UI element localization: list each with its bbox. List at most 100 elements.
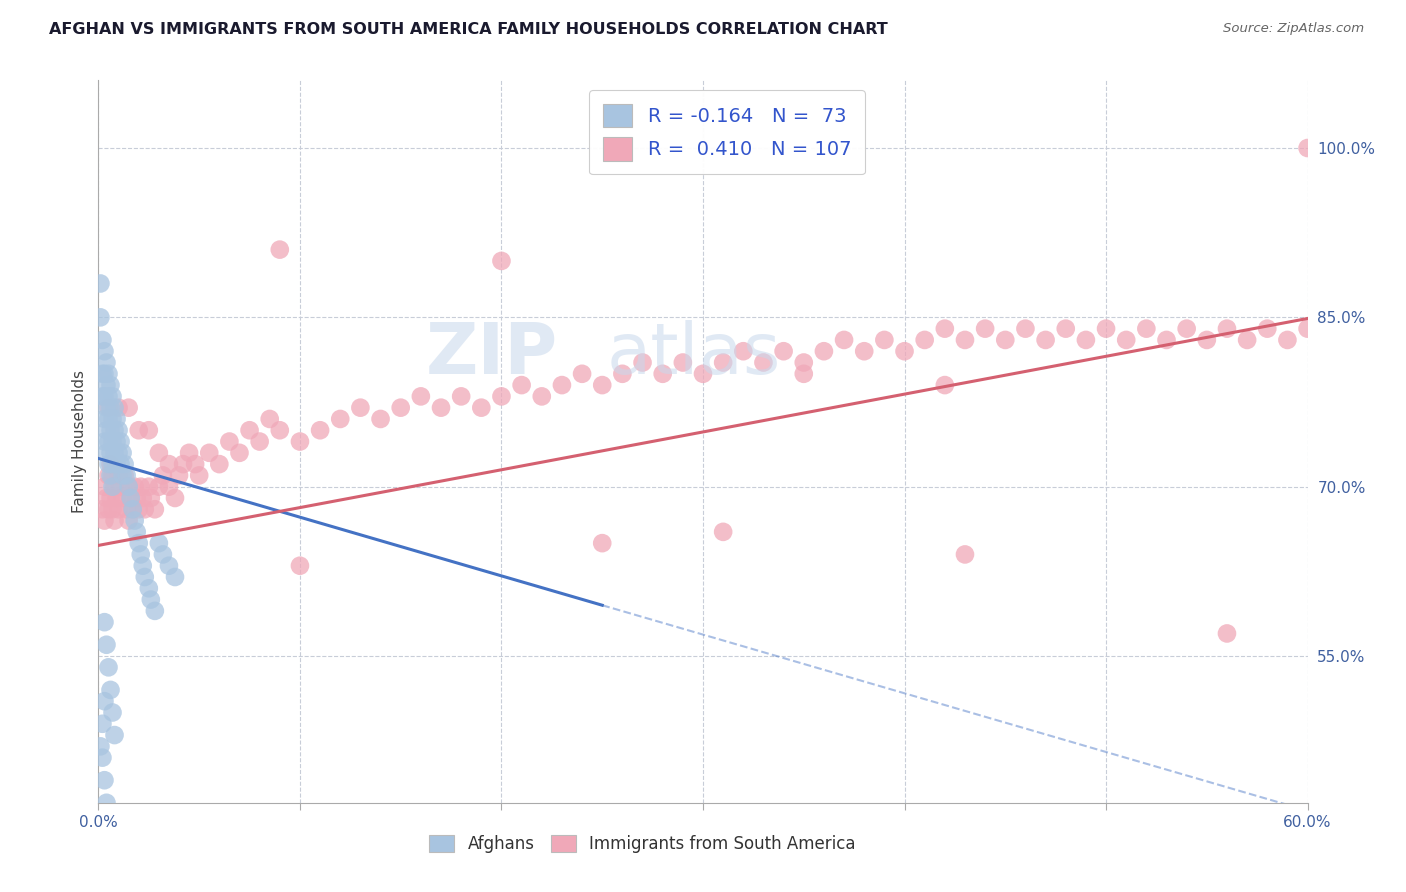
Point: [813, 344, 835, 359]
Point: [832, 333, 855, 347]
Point: [551, 378, 574, 392]
Point: [115, 502, 138, 516]
Point: [103, 480, 125, 494]
Point: [349, 401, 371, 415]
Point: [107, 423, 129, 437]
Text: atlas: atlas: [606, 320, 780, 389]
Point: [97, 434, 120, 449]
Point: [1014, 321, 1036, 335]
Point: [105, 457, 128, 471]
Point: [100, 378, 122, 392]
Point: [288, 558, 311, 573]
Point: [103, 446, 125, 460]
Point: [93, 389, 115, 403]
Text: ZIP: ZIP: [426, 320, 558, 389]
Point: [148, 536, 170, 550]
Point: [450, 389, 472, 403]
Point: [93, 412, 115, 426]
Point: [389, 401, 412, 415]
Point: [111, 446, 134, 460]
Point: [1035, 333, 1057, 347]
Point: [1195, 333, 1218, 347]
Point: [96, 638, 118, 652]
Point: [121, 502, 143, 516]
Point: [953, 548, 976, 562]
Point: [138, 582, 160, 596]
Point: [148, 480, 170, 494]
Point: [163, 570, 186, 584]
Point: [893, 344, 915, 359]
Point: [128, 502, 150, 516]
Point: [651, 367, 673, 381]
Point: [612, 367, 634, 381]
Point: [105, 491, 128, 505]
Point: [97, 468, 120, 483]
Point: [110, 480, 132, 494]
Point: [953, 333, 976, 347]
Point: [148, 446, 170, 460]
Point: [198, 446, 221, 460]
Point: [93, 773, 115, 788]
Point: [101, 706, 124, 720]
Point: [733, 344, 755, 359]
Point: [97, 502, 120, 516]
Point: [188, 468, 211, 483]
Point: [129, 548, 152, 562]
Point: [101, 468, 124, 483]
Point: [93, 480, 115, 494]
Point: [97, 412, 120, 426]
Point: [100, 457, 122, 471]
Point: [96, 355, 118, 369]
Point: [138, 480, 160, 494]
Point: [132, 558, 155, 573]
Point: [370, 412, 392, 426]
Point: [96, 796, 118, 810]
Point: [530, 389, 553, 403]
Point: [100, 468, 122, 483]
Point: [93, 344, 115, 359]
Point: [491, 389, 513, 403]
Point: [91, 502, 114, 516]
Point: [100, 491, 122, 505]
Point: [118, 514, 141, 528]
Point: [111, 491, 134, 505]
Point: [1115, 333, 1137, 347]
Point: [97, 367, 120, 381]
Point: [470, 401, 492, 415]
Point: [96, 401, 118, 415]
Point: [124, 480, 146, 494]
Point: [93, 514, 115, 528]
Point: [914, 333, 936, 347]
Point: [752, 355, 775, 369]
Point: [1156, 333, 1178, 347]
Point: [1054, 321, 1077, 335]
Point: [118, 401, 141, 415]
Point: [100, 446, 122, 460]
Point: [132, 491, 155, 505]
Point: [114, 457, 136, 471]
Point: [128, 423, 150, 437]
Point: [96, 378, 118, 392]
Point: [491, 253, 513, 268]
Point: [152, 548, 174, 562]
Point: [93, 615, 115, 630]
Point: [711, 355, 734, 369]
Point: [110, 457, 132, 471]
Y-axis label: Family Households: Family Households: [72, 370, 87, 513]
Point: [110, 434, 132, 449]
Point: [96, 491, 118, 505]
Point: [269, 423, 291, 437]
Point: [1135, 321, 1157, 335]
Point: [101, 457, 124, 471]
Point: [121, 502, 143, 516]
Point: [111, 468, 134, 483]
Point: [793, 355, 815, 369]
Point: [91, 716, 114, 731]
Point: [1216, 321, 1239, 335]
Point: [100, 423, 122, 437]
Point: [101, 412, 124, 426]
Point: [128, 536, 150, 550]
Point: [118, 480, 141, 494]
Point: [873, 333, 896, 347]
Point: [96, 446, 118, 460]
